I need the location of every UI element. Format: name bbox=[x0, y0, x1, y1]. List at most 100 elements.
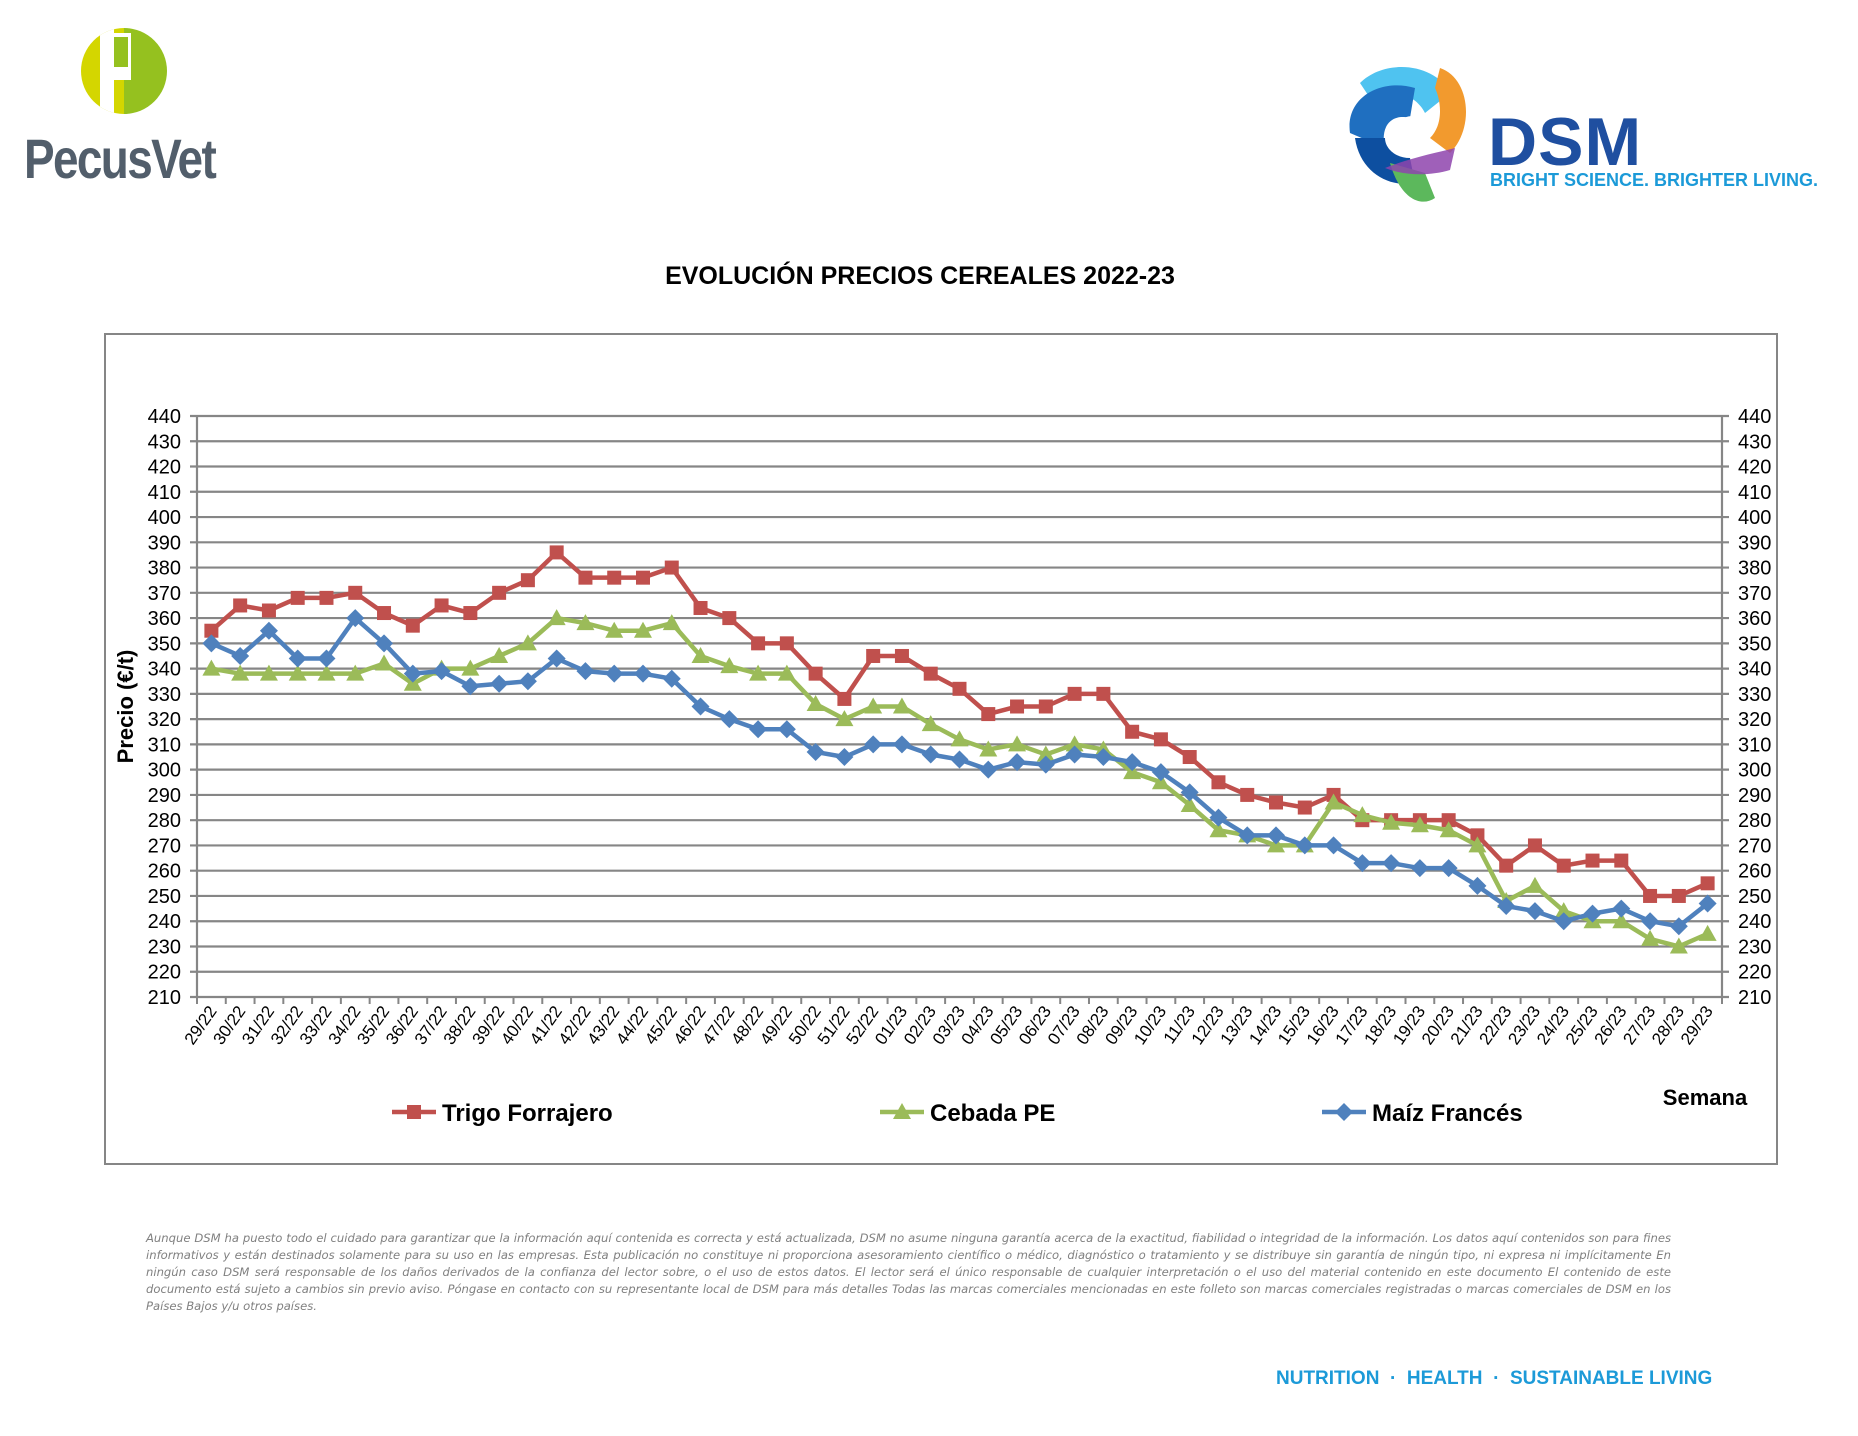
y-tick-label-left: 280 bbox=[148, 810, 181, 832]
data-point bbox=[1010, 699, 1025, 714]
data-point bbox=[1211, 775, 1226, 790]
data-point bbox=[1353, 806, 1372, 823]
footer-tagline: NUTRITION · HEALTH · SUSTAINABLE LIVING bbox=[1276, 1368, 1713, 1389]
data-point bbox=[1641, 929, 1660, 946]
data-point bbox=[1612, 912, 1631, 929]
y-tick-label-left: 420 bbox=[148, 457, 181, 479]
dsm-logo: DSM BRIGHT SCIENCE. BRIGHTER LIVING. bbox=[1340, 58, 1818, 208]
data-point bbox=[576, 662, 595, 681]
data-point bbox=[950, 750, 969, 769]
data-point bbox=[979, 760, 998, 779]
series-1 bbox=[202, 609, 1717, 954]
data-point bbox=[720, 710, 739, 729]
dsm-swirl-icon bbox=[1349, 66, 1467, 202]
data-point bbox=[1525, 902, 1544, 921]
data-point bbox=[578, 570, 593, 585]
data-point bbox=[463, 606, 478, 621]
data-point bbox=[1353, 854, 1372, 873]
data-point bbox=[1094, 748, 1113, 767]
data-point bbox=[492, 585, 507, 600]
data-point bbox=[720, 657, 739, 674]
legend-label: Trigo Forrajero bbox=[442, 1100, 613, 1127]
data-point bbox=[1238, 826, 1257, 845]
data-point bbox=[1525, 876, 1544, 893]
pecusvet-p-icon bbox=[81, 28, 167, 114]
data-point bbox=[605, 621, 624, 638]
data-point bbox=[806, 694, 825, 711]
data-point bbox=[346, 609, 365, 628]
y-axis-title: Precio (€/t) bbox=[113, 650, 138, 764]
data-point bbox=[866, 648, 881, 663]
data-point bbox=[1209, 821, 1228, 838]
data-point bbox=[1151, 773, 1170, 790]
y-tick-label-right: 330 bbox=[1738, 684, 1771, 706]
y-tick-label-right: 320 bbox=[1738, 709, 1771, 731]
data-point bbox=[777, 720, 796, 739]
data-point bbox=[1036, 745, 1055, 762]
data-point bbox=[547, 609, 566, 626]
data-point bbox=[1065, 735, 1084, 752]
y-tick-label-right: 300 bbox=[1738, 760, 1771, 782]
data-point bbox=[691, 646, 710, 663]
data-point bbox=[837, 691, 852, 706]
disclaimer-text: Aunque DSM ha puesto todo el cuidado par… bbox=[146, 1231, 1671, 1313]
y-tick-label-left: 210 bbox=[148, 987, 181, 1009]
dsm-tagline: BRIGHT SCIENCE. BRIGHTER LIVING. bbox=[1490, 170, 1819, 190]
data-point bbox=[317, 664, 336, 681]
data-point bbox=[1554, 912, 1573, 931]
data-point bbox=[518, 634, 537, 651]
data-point bbox=[1008, 735, 1027, 752]
data-point bbox=[1410, 859, 1429, 878]
y-tick-label-left: 240 bbox=[148, 911, 181, 933]
y-tick-label-right: 440 bbox=[1738, 406, 1771, 428]
data-point bbox=[576, 614, 595, 631]
data-point bbox=[952, 681, 967, 696]
x-axis-title: Semana bbox=[1663, 1085, 1748, 1110]
y-tick-label-right: 220 bbox=[1738, 962, 1771, 984]
legend-marker bbox=[1335, 1103, 1353, 1121]
data-point bbox=[1038, 699, 1053, 714]
y-tick-label-right: 420 bbox=[1738, 457, 1771, 479]
data-point bbox=[1180, 796, 1199, 813]
data-point bbox=[1008, 753, 1027, 772]
y-tick-label-left: 230 bbox=[148, 936, 181, 958]
y-tick-label-left: 440 bbox=[148, 406, 181, 428]
data-point bbox=[1240, 787, 1255, 802]
chart-title: EVOLUCIÓN PRECIOS CEREALES 2022-23 bbox=[665, 262, 1175, 290]
y-tick-label-left: 290 bbox=[148, 785, 181, 807]
data-point bbox=[1470, 828, 1485, 843]
data-point bbox=[1295, 836, 1314, 855]
data-point bbox=[1583, 904, 1602, 923]
data-point bbox=[1700, 876, 1715, 891]
y-tick-label-right: 290 bbox=[1738, 785, 1771, 807]
data-point bbox=[691, 697, 710, 716]
data-point bbox=[749, 664, 768, 681]
legend-item: Cebada PE bbox=[880, 1100, 1055, 1127]
legend-item: Trigo Forrajero bbox=[392, 1100, 613, 1127]
data-point bbox=[777, 664, 796, 681]
data-point bbox=[549, 545, 564, 560]
pecusvet-logo: PecusVet bbox=[24, 26, 234, 196]
data-point bbox=[835, 748, 854, 767]
data-point bbox=[921, 745, 940, 764]
data-point bbox=[403, 664, 422, 683]
x-tick-label: 29/23 bbox=[1677, 1002, 1717, 1048]
data-point bbox=[923, 666, 938, 681]
data-point bbox=[1556, 858, 1571, 873]
data-point bbox=[1297, 800, 1312, 815]
legend-marker bbox=[893, 1103, 911, 1119]
data-point bbox=[261, 603, 276, 618]
y-tick-label-left: 320 bbox=[148, 709, 181, 731]
data-point bbox=[259, 621, 278, 640]
data-point bbox=[434, 598, 449, 613]
data-point bbox=[290, 590, 305, 605]
data-point bbox=[461, 659, 480, 676]
data-point bbox=[779, 636, 794, 651]
data-point bbox=[461, 677, 480, 696]
y-tick-label-left: 390 bbox=[148, 532, 181, 554]
y-tick-label-left: 310 bbox=[148, 734, 181, 756]
data-point bbox=[1614, 853, 1629, 868]
y-tick-label-left: 220 bbox=[148, 962, 181, 984]
data-point bbox=[1096, 686, 1111, 701]
y-tick-label-right: 360 bbox=[1738, 608, 1771, 630]
